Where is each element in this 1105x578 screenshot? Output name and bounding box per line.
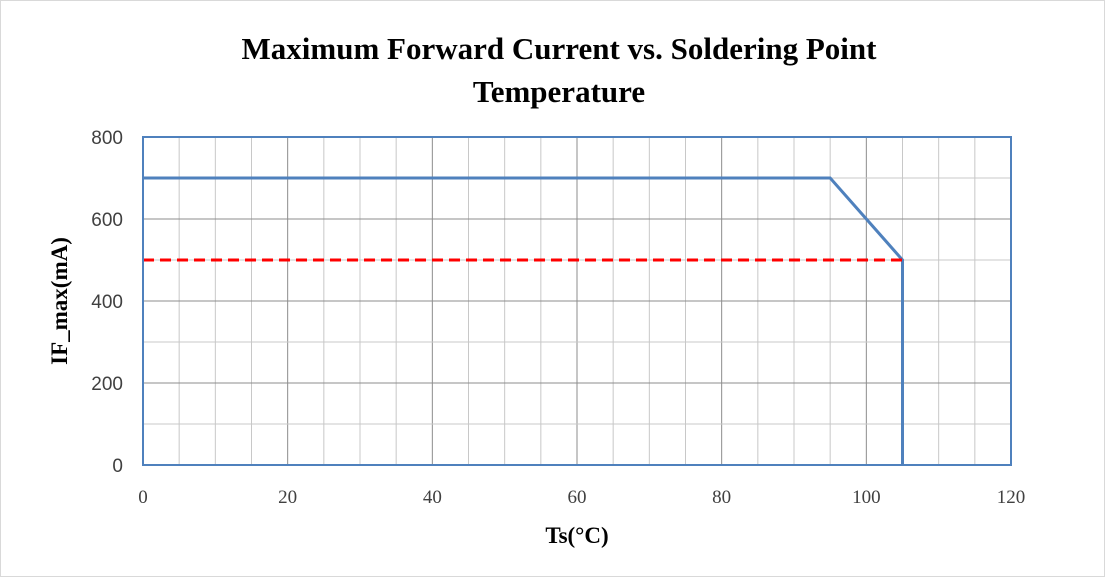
y-tick-label: 600 [91, 210, 123, 231]
y-axis-title: IF_max(mA) [47, 237, 72, 365]
plot-area-border [142, 136, 1012, 466]
x-axis-title: Ts(°C) [545, 523, 608, 548]
x-tick-label: 100 [852, 487, 881, 508]
series-line-1 [143, 176, 904, 465]
x-tick-label: 40 [423, 487, 442, 508]
chart-title-line-1: Maximum Forward Current vs. Soldering Po… [242, 31, 878, 66]
y-tick-label: 400 [91, 292, 123, 313]
series-layer [143, 176, 904, 465]
x-tick-label: 20 [278, 487, 297, 508]
grid-lines [143, 137, 1011, 465]
y-tick-labels: 0 200 400 600 800 [91, 128, 123, 477]
x-tick-label: 60 [568, 487, 587, 508]
x-tick-label: 80 [712, 487, 731, 508]
chart-title-line-2: Temperature [473, 74, 645, 109]
x-tick-label: 120 [997, 487, 1026, 508]
x-tick-label: 0 [138, 487, 148, 508]
y-tick-label: 0 [112, 456, 123, 477]
x-tick-labels: 0 20 40 60 80 100 120 [138, 487, 1025, 508]
y-tick-label: 200 [91, 374, 123, 395]
y-tick-label: 800 [91, 128, 123, 149]
